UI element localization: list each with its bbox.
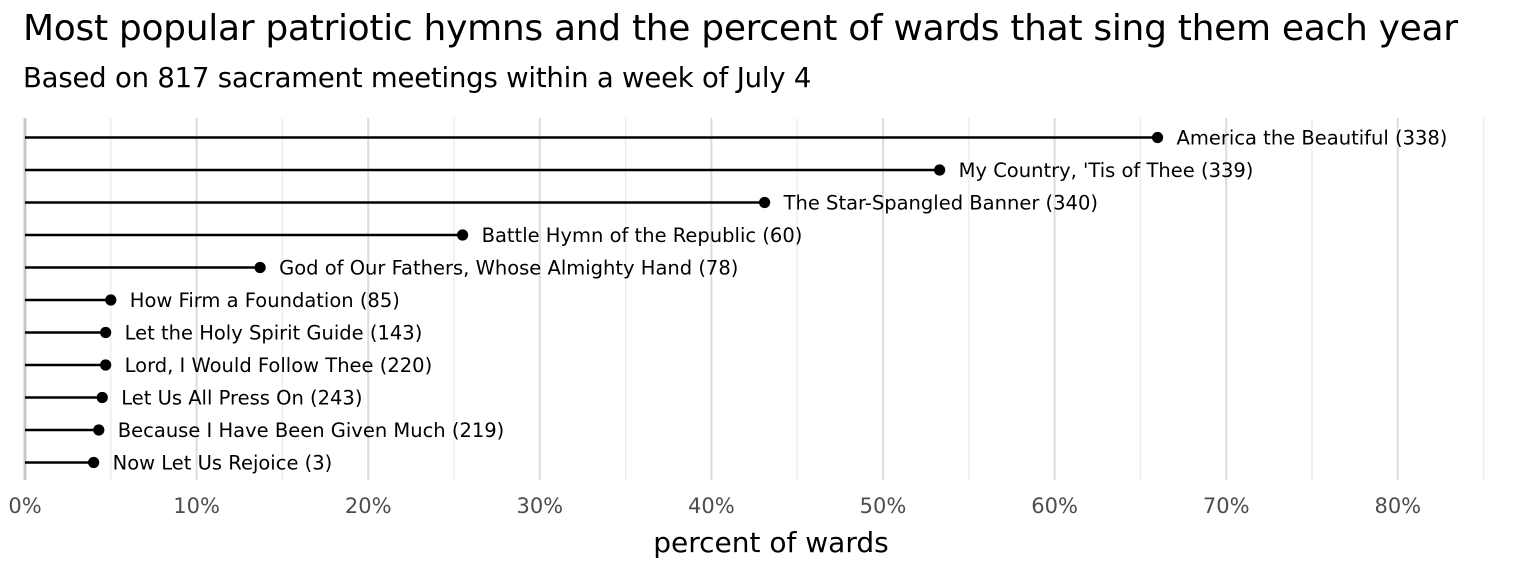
- lollipop-dot: [254, 261, 266, 274]
- lollipop-dot: [100, 359, 112, 371]
- hymn-label: Lord, I Would Follow Thee (220): [125, 354, 433, 377]
- hymn-label: The Star-Spangled Banner (340): [783, 192, 1098, 215]
- x-tick-label: 70%: [1203, 494, 1250, 518]
- lollipop-dot: [88, 456, 100, 469]
- x-tick-label: 0%: [8, 494, 41, 518]
- hymn-label: Let the Holy Spirit Guide (143): [125, 322, 423, 345]
- lollipop-dot: [1151, 131, 1164, 144]
- x-tick-label: 30%: [516, 494, 563, 518]
- chart-marks: America the Beautiful (338) My Country, '…: [25, 127, 1447, 475]
- lollipop-dot: [934, 164, 946, 176]
- lollipop-dot: [100, 326, 112, 339]
- x-tick-label: 40%: [688, 494, 735, 518]
- x-tick-label: 20%: [345, 494, 392, 518]
- hymn-label: My Country, 'Tis of Thee (339): [959, 159, 1254, 182]
- x-tick-label: 80%: [1374, 494, 1421, 518]
- chart-title: Most popular patriotic hymns and the per…: [23, 8, 1458, 49]
- x-axis-title: percent of wards: [653, 526, 888, 559]
- hymn-label: Now Let Us Rejoice (3): [113, 452, 333, 475]
- chart-subtitle: Based on 817 sacrament meetings within a…: [23, 62, 812, 94]
- hymn-label: America the Beautiful (338): [1177, 127, 1448, 150]
- hymn-label: How Firm a Foundation (85): [130, 289, 400, 312]
- lollipop-dot: [758, 196, 771, 209]
- lollipop-dot: [93, 424, 105, 436]
- lollipop-dot: [96, 391, 108, 404]
- x-axis: 0% 10% 20% 30% 40% 50% 60% 70% 80%: [8, 494, 1421, 518]
- x-tick-label: 10%: [173, 494, 220, 518]
- lollipop-dot: [105, 294, 117, 306]
- hymn-label: God of Our Fathers, Whose Almighty Hand …: [279, 257, 738, 280]
- x-tick-label: 60%: [1031, 494, 1078, 518]
- lollipop-dot: [456, 229, 469, 241]
- hymn-label: Because I Have Been Given Much (219): [118, 419, 505, 442]
- x-tick-label: 50%: [860, 494, 907, 518]
- hymn-label: Let Us All Press On (243): [121, 387, 362, 410]
- hymn-label: Battle Hymn of the Republic (60): [482, 224, 803, 247]
